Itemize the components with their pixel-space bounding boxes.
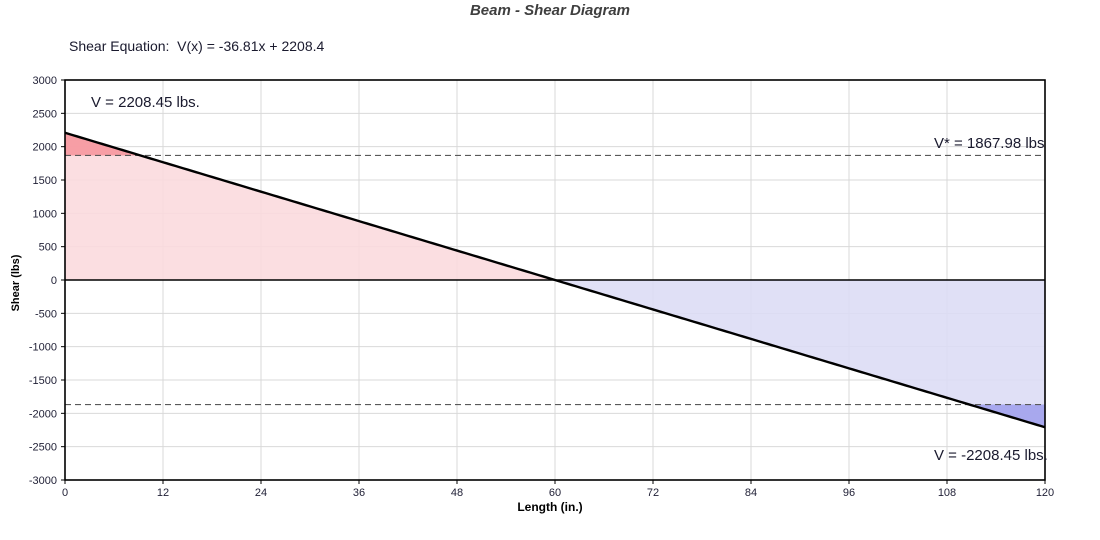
svg-text:-3000: -3000 xyxy=(29,475,57,487)
svg-text:0: 0 xyxy=(62,487,68,499)
svg-text:84: 84 xyxy=(745,487,757,499)
svg-text:60: 60 xyxy=(549,487,561,499)
svg-text:72: 72 xyxy=(647,487,659,499)
svg-text:-500: -500 xyxy=(35,308,57,320)
svg-text:0: 0 xyxy=(51,275,57,287)
svg-text:-1500: -1500 xyxy=(29,375,57,387)
svg-text:36: 36 xyxy=(353,487,365,499)
svg-text:-1000: -1000 xyxy=(29,342,57,354)
svg-text:2000: 2000 xyxy=(33,142,57,154)
svg-text:108: 108 xyxy=(938,487,956,499)
svg-text:-2500: -2500 xyxy=(29,442,57,454)
svg-text:-2000: -2000 xyxy=(29,408,57,420)
svg-text:48: 48 xyxy=(451,487,463,499)
svg-text:24: 24 xyxy=(255,487,267,499)
svg-text:2500: 2500 xyxy=(33,108,57,120)
svg-text:3000: 3000 xyxy=(33,75,57,87)
svg-text:500: 500 xyxy=(39,242,57,254)
svg-text:12: 12 xyxy=(157,487,169,499)
svg-text:96: 96 xyxy=(843,487,855,499)
svg-text:120: 120 xyxy=(1036,487,1054,499)
svg-text:1000: 1000 xyxy=(33,208,57,220)
svg-text:1500: 1500 xyxy=(33,175,57,187)
